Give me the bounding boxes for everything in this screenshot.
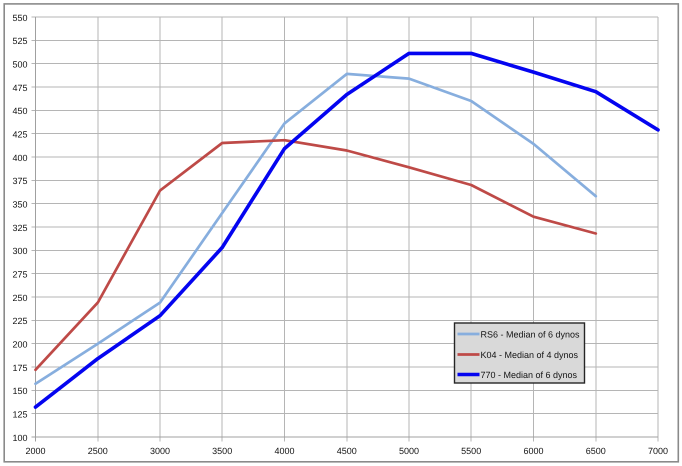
svg-text:4000: 4000	[274, 446, 294, 456]
svg-text:275: 275	[12, 270, 27, 280]
svg-text:300: 300	[12, 246, 27, 256]
svg-text:2500: 2500	[88, 446, 108, 456]
svg-text:5500: 5500	[461, 446, 481, 456]
svg-text:K04 - Median of 4 dynos: K04 - Median of 4 dynos	[481, 350, 579, 360]
svg-text:770 - Median of 6 dynos: 770 - Median of 6 dynos	[481, 370, 578, 380]
svg-text:6000: 6000	[523, 446, 543, 456]
svg-text:450: 450	[12, 106, 27, 116]
svg-text:6500: 6500	[586, 446, 606, 456]
svg-text:325: 325	[12, 223, 27, 233]
svg-text:250: 250	[12, 293, 27, 303]
svg-text:550: 550	[12, 13, 27, 23]
svg-text:525: 525	[12, 36, 27, 46]
svg-text:4500: 4500	[337, 446, 357, 456]
svg-text:400: 400	[12, 153, 27, 163]
svg-text:200: 200	[12, 340, 27, 350]
svg-text:175: 175	[12, 363, 27, 373]
svg-text:7000: 7000	[648, 446, 668, 456]
svg-text:425: 425	[12, 130, 27, 140]
svg-text:500: 500	[12, 60, 27, 70]
svg-text:375: 375	[12, 176, 27, 186]
svg-text:475: 475	[12, 83, 27, 93]
svg-text:350: 350	[12, 200, 27, 210]
svg-text:5000: 5000	[399, 446, 419, 456]
svg-text:3000: 3000	[150, 446, 170, 456]
svg-text:100: 100	[12, 433, 27, 443]
svg-text:2000: 2000	[25, 446, 45, 456]
svg-text:125: 125	[12, 410, 27, 420]
svg-text:225: 225	[12, 316, 27, 326]
svg-text:150: 150	[12, 386, 27, 396]
svg-text:RS6 - Median of 6 dynos: RS6 - Median of 6 dynos	[481, 329, 581, 339]
svg-text:3500: 3500	[212, 446, 232, 456]
